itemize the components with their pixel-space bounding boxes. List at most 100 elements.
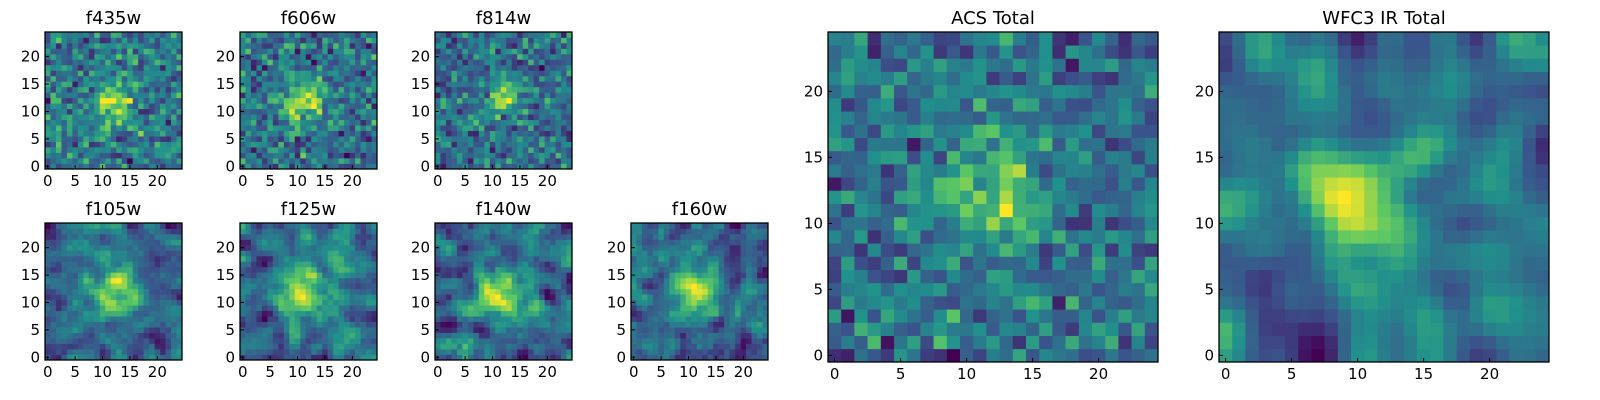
- heatmap-cell: [746, 338, 752, 344]
- heatmap-cell: [960, 150, 974, 165]
- heatmap-cell: [550, 75, 556, 82]
- heatmap-cell: [160, 32, 166, 38]
- heatmap-cell: [522, 349, 529, 355]
- heatmap-cell: [149, 141, 155, 148]
- heatmap-cell: [729, 283, 736, 290]
- heatmap-cell: [484, 141, 491, 148]
- heatmap-cell: [50, 92, 57, 99]
- heatmap-cell: [533, 332, 540, 339]
- heatmap-cell: [729, 321, 736, 328]
- heatmap-cell: [366, 136, 372, 142]
- heatmap-cell: [751, 272, 758, 279]
- heatmap-cell: [691, 239, 698, 246]
- heatmap-cell: [462, 103, 469, 110]
- heatmap-cell: [762, 244, 769, 251]
- heatmap-cell: [83, 158, 90, 164]
- heatmap-cell: [50, 354, 57, 361]
- heatmap-cell: [305, 92, 312, 99]
- heatmap-cell: [757, 239, 763, 246]
- heatmap-cell: [305, 294, 312, 301]
- heatmap-cell: [171, 136, 177, 142]
- heatmap-cell: [440, 354, 447, 361]
- heatmap-cell: [338, 294, 345, 301]
- heatmap-cell: [289, 70, 296, 77]
- heatmap-cell: [278, 233, 285, 240]
- heatmap-cell: [729, 233, 736, 240]
- heatmap-cell: [272, 305, 279, 312]
- heatmap-cell: [94, 59, 101, 66]
- heatmap-cell: [160, 272, 166, 279]
- heatmap-cell: [511, 119, 518, 126]
- heatmap-cell: [707, 223, 714, 229]
- heatmap-cell: [462, 288, 469, 295]
- heatmap-cell: [294, 152, 301, 159]
- heatmap-cell: [105, 316, 112, 322]
- heatmap-cell: [88, 119, 95, 126]
- heatmap-cell: [462, 64, 469, 71]
- heatmap-cell: [757, 338, 763, 344]
- heatmap-cell: [250, 316, 257, 322]
- heatmap-cell: [473, 108, 480, 115]
- heatmap-cell: [77, 70, 84, 77]
- heatmap-cell: [533, 310, 540, 317]
- heatmap-cell: [245, 288, 252, 295]
- y-tick-label: 15: [216, 266, 235, 284]
- heatmap-cell: [300, 316, 307, 322]
- heatmap-cell: [171, 272, 177, 279]
- heatmap-cell: [289, 108, 296, 115]
- heatmap-cell: [1118, 335, 1132, 350]
- heatmap-cell: [176, 37, 183, 44]
- heatmap-cell: [489, 103, 496, 110]
- heatmap-cell: [154, 103, 161, 110]
- heatmap-cell: [245, 48, 252, 55]
- y-tick-label: 10: [216, 293, 235, 311]
- heatmap-cell: [517, 261, 524, 268]
- heatmap-cell: [316, 310, 323, 317]
- heatmap-cell: [138, 141, 144, 148]
- heatmap-cell: [77, 261, 84, 268]
- heatmap-cell: [121, 163, 128, 170]
- heatmap-cell: [1105, 348, 1119, 363]
- heatmap-cell: [473, 305, 480, 312]
- heatmap-cell: [489, 141, 496, 148]
- heatmap-cell: [267, 321, 274, 328]
- heatmap-cell: [250, 59, 257, 66]
- heatmap-cell: [171, 37, 177, 44]
- heatmap-cell: [920, 282, 934, 297]
- heatmap-cell: [300, 53, 307, 60]
- heatmap-cell: [305, 288, 312, 295]
- heatmap-cell: [94, 70, 101, 77]
- heatmap-cell: [1012, 243, 1027, 257]
- heatmap-cell: [278, 136, 285, 142]
- heatmap-cell: [489, 294, 496, 301]
- heatmap-cell: [300, 103, 307, 110]
- heatmap-cell: [77, 283, 84, 290]
- heatmap-cell: [366, 81, 372, 88]
- heatmap-cell: [127, 272, 134, 279]
- heatmap-cell: [506, 125, 513, 131]
- heatmap-cell: [360, 261, 367, 268]
- heatmap-cell: [83, 349, 90, 355]
- heatmap-cell: [550, 233, 556, 240]
- heatmap-cell: [880, 150, 895, 165]
- heatmap-cell: [149, 233, 155, 240]
- heatmap-cell: [278, 261, 285, 268]
- heatmap-cell: [702, 244, 709, 251]
- heatmap-cell: [762, 277, 769, 284]
- heatmap-cell: [696, 255, 703, 262]
- heatmap-cell: [138, 239, 144, 246]
- heatmap-cell: [360, 125, 367, 131]
- heatmap-cell: [327, 310, 334, 317]
- heatmap-cell: [66, 37, 73, 44]
- heatmap-cell: [138, 125, 144, 131]
- heatmap-cell: [256, 158, 263, 164]
- heatmap-cell: [555, 152, 562, 159]
- heatmap-cell: [322, 272, 329, 279]
- heatmap-cell: [55, 37, 62, 44]
- heatmap-cell: [517, 223, 524, 229]
- heatmap-cell: [105, 250, 112, 257]
- heatmap-cell: [680, 354, 687, 361]
- heatmap-cell: [338, 32, 345, 38]
- heatmap-cell: [305, 64, 312, 71]
- heatmap-cell: [366, 64, 372, 71]
